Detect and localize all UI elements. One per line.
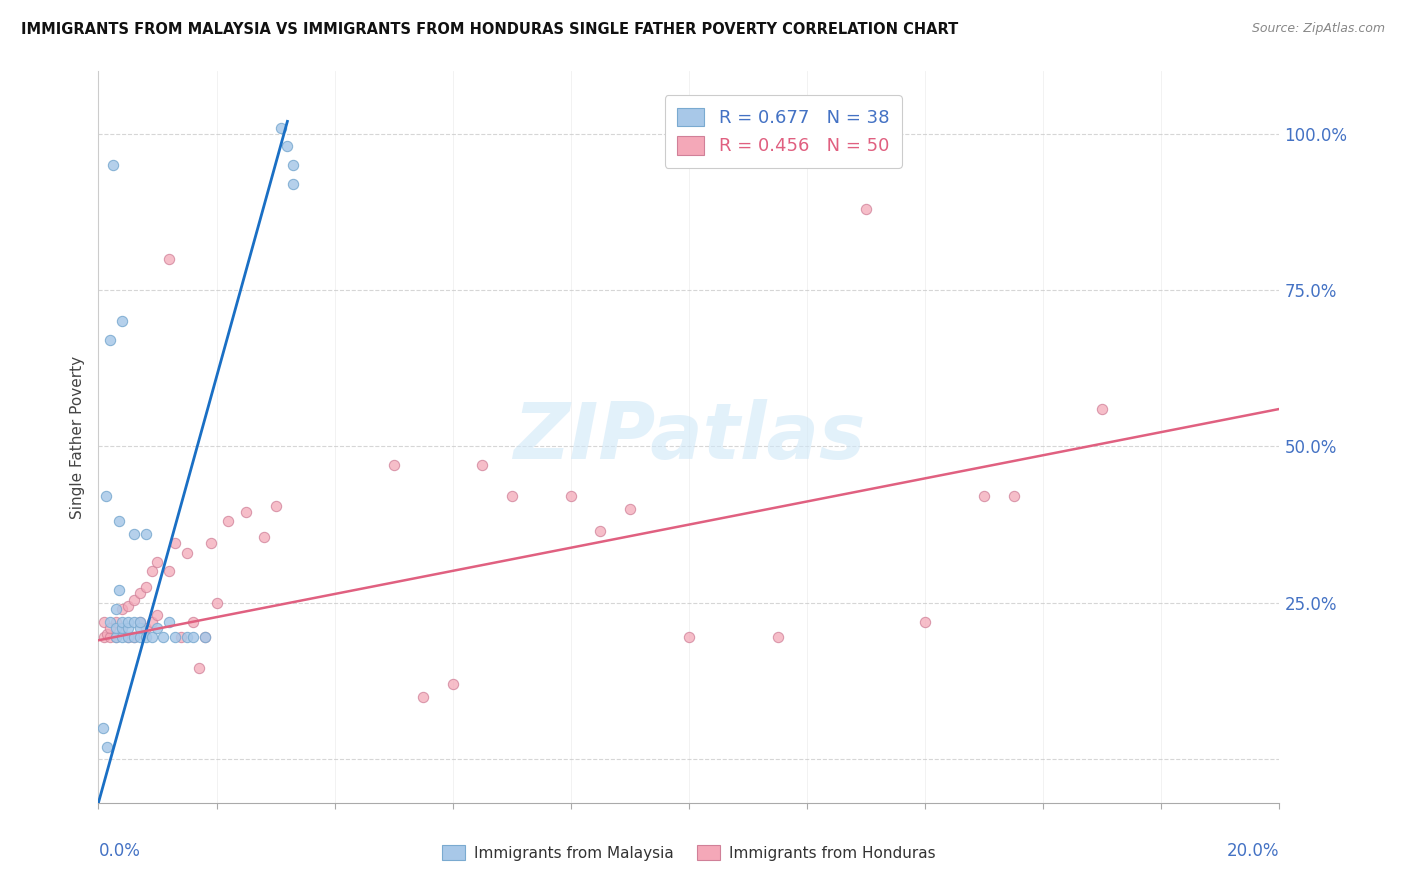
Point [146,621,169,635]
Point [128,615,150,629]
Point [122,630,145,644]
Text: 0.0%: 0.0% [98,842,141,860]
Point [96,627,118,641]
Point [98,615,121,629]
Point [205,596,228,610]
Point [170,630,193,644]
Point [914,615,936,629]
Point [176,630,198,644]
Point [128,621,150,635]
Point [122,615,145,629]
Point [128,615,150,629]
Point [264,499,287,513]
Point [111,621,134,635]
Point [194,630,217,644]
Point [122,592,145,607]
Point [105,621,128,635]
Point [176,546,198,560]
Text: IMMIGRANTS FROM MALAYSIA VS IMMIGRANTS FROM HONDURAS SINGLE FATHER POVERTY CORRE: IMMIGRANTS FROM MALAYSIA VS IMMIGRANTS F… [21,22,959,37]
Y-axis label: Single Father Poverty: Single Father Poverty [70,356,86,518]
Point [471,458,494,473]
Point [111,602,134,616]
Point [105,602,128,616]
Point [187,661,209,675]
Point [122,630,145,644]
Text: 20.0%: 20.0% [1227,842,1279,860]
Point [560,490,582,504]
Point [98,621,121,635]
Point [96,739,118,754]
Point [1002,490,1025,504]
Point [117,599,139,613]
Point [103,158,125,172]
Legend: Immigrants from Malaysia, Immigrants from Honduras: Immigrants from Malaysia, Immigrants fro… [434,837,943,868]
Point [157,252,180,266]
Point [270,120,292,135]
Point [619,502,641,516]
Text: ZIPatlas: ZIPatlas [513,399,865,475]
Point [98,333,121,347]
Point [589,524,612,538]
Point [276,139,298,153]
Point [283,158,305,172]
Point [108,515,131,529]
Point [111,630,134,644]
Point [141,630,163,644]
Point [146,555,169,569]
Point [165,630,187,644]
Point [141,615,163,629]
Point [93,615,115,629]
Point [157,565,180,579]
Point [217,515,239,529]
Point [105,630,128,644]
Point [165,536,187,550]
Point [382,458,405,473]
Point [117,630,139,644]
Point [135,630,157,644]
Point [441,677,464,691]
Point [111,314,134,328]
Point [181,630,204,644]
Point [111,615,134,629]
Point [135,580,157,594]
Point [117,615,139,629]
Point [94,490,117,504]
Point [128,586,150,600]
Point [98,630,121,644]
Point [93,630,115,644]
Point [181,615,204,629]
Point [678,630,700,644]
Point [1091,401,1114,416]
Point [105,615,128,629]
Point [152,630,174,644]
Point [117,630,139,644]
Point [135,621,157,635]
Point [108,583,131,598]
Point [766,630,789,644]
Point [117,621,139,635]
Point [855,202,877,216]
Point [253,530,276,544]
Point [146,608,169,623]
Point [200,536,222,550]
Text: Source: ZipAtlas.com: Source: ZipAtlas.com [1251,22,1385,36]
Point [128,630,150,644]
Point [105,630,128,644]
Point [412,690,434,704]
Point [122,527,145,541]
Point [157,615,180,629]
Point [135,527,157,541]
Point [194,630,217,644]
Point [91,721,114,735]
Point [111,621,134,635]
Point [973,490,995,504]
Point [235,505,257,519]
Point [141,565,163,579]
Point [501,490,523,504]
Point [283,177,305,191]
